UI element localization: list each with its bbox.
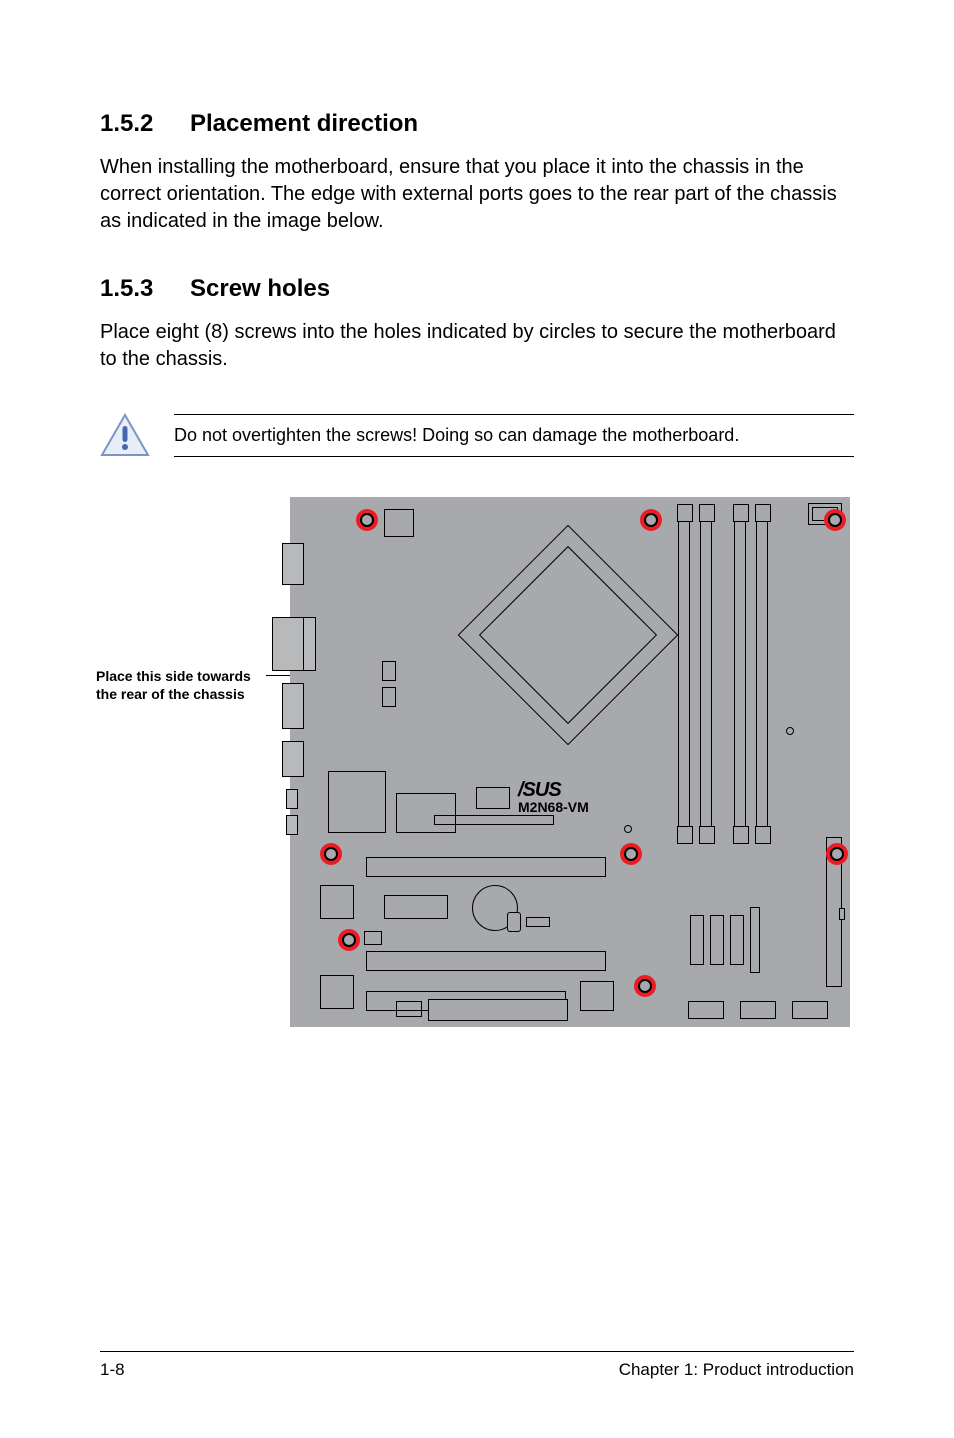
battery: [472, 885, 518, 931]
chip: [580, 981, 614, 1011]
motherboard-diagram: Place this side towards the rear of the …: [96, 497, 856, 1057]
section-title: Placement direction: [190, 110, 418, 137]
dimm-slot: [756, 509, 768, 839]
header: [688, 1001, 724, 1019]
dimm-slot: [734, 509, 746, 839]
hole: [786, 727, 794, 735]
io-port: [282, 543, 304, 585]
io-port: [286, 815, 298, 835]
chip: [384, 509, 414, 537]
section-number: 1.5.3: [100, 275, 190, 303]
io-port: [282, 683, 304, 729]
sata-port: [710, 915, 724, 965]
leader-line: [266, 675, 290, 676]
chip: [396, 793, 456, 833]
header: [382, 687, 396, 707]
sata-port: [730, 915, 744, 965]
header: [740, 1001, 776, 1019]
dimm-slot: [700, 509, 712, 839]
chapter-label: Chapter 1: Product introduction: [619, 1360, 854, 1380]
caution-text: Do not overtighten the screws! Doing so …: [174, 425, 739, 445]
header: [476, 787, 510, 809]
section-title: Screw holes: [190, 275, 330, 302]
header: [750, 907, 760, 973]
header: [396, 1001, 422, 1017]
dimm-slot: [678, 509, 690, 839]
section-number: 1.5.2: [100, 110, 190, 138]
chip: [320, 885, 354, 919]
hole: [624, 825, 632, 833]
front-panel-header: [428, 999, 568, 1021]
screw-hole: [826, 843, 848, 865]
header-row: [434, 815, 554, 825]
section-body-placement: When installing the motherboard, ensure …: [100, 154, 854, 235]
section-heading-placement: 1.5.2Placement direction: [100, 110, 854, 138]
jumper: [364, 931, 382, 945]
section-heading-screw: 1.5.3Screw holes: [100, 275, 854, 303]
chip: [320, 975, 354, 1009]
header: [382, 661, 396, 681]
screw-hole: [320, 843, 342, 865]
jumper: [526, 917, 550, 927]
header: [792, 1001, 828, 1019]
caution-icon: [100, 413, 150, 457]
cpu-socket: [458, 525, 679, 746]
screw-hole: [640, 509, 662, 531]
pci-slot: [366, 951, 606, 971]
pcie-slot: [366, 857, 606, 877]
io-port: [286, 789, 298, 809]
io-port: [282, 741, 304, 777]
screw-hole: [620, 843, 642, 865]
page-footer: 1-8 Chapter 1: Product introduction: [100, 1351, 854, 1380]
chip: [328, 771, 386, 833]
io-port: [284, 617, 304, 671]
motherboard: /SUS M2N68-VM: [290, 497, 850, 1027]
chip: [384, 895, 448, 919]
sata-port: [690, 915, 704, 965]
section-body-screw: Place eight (8) screws into the holes in…: [100, 319, 854, 373]
page-number: 1-8: [100, 1360, 125, 1380]
screw-hole: [356, 509, 378, 531]
screw-hole: [338, 929, 360, 951]
model-label: M2N68-VM: [518, 799, 589, 815]
caution-note: Do not overtighten the screws! Doing so …: [100, 413, 854, 457]
screw-hole: [824, 509, 846, 531]
rear-side-label: Place this side towards the rear of the …: [96, 667, 266, 703]
screw-hole: [634, 975, 656, 997]
